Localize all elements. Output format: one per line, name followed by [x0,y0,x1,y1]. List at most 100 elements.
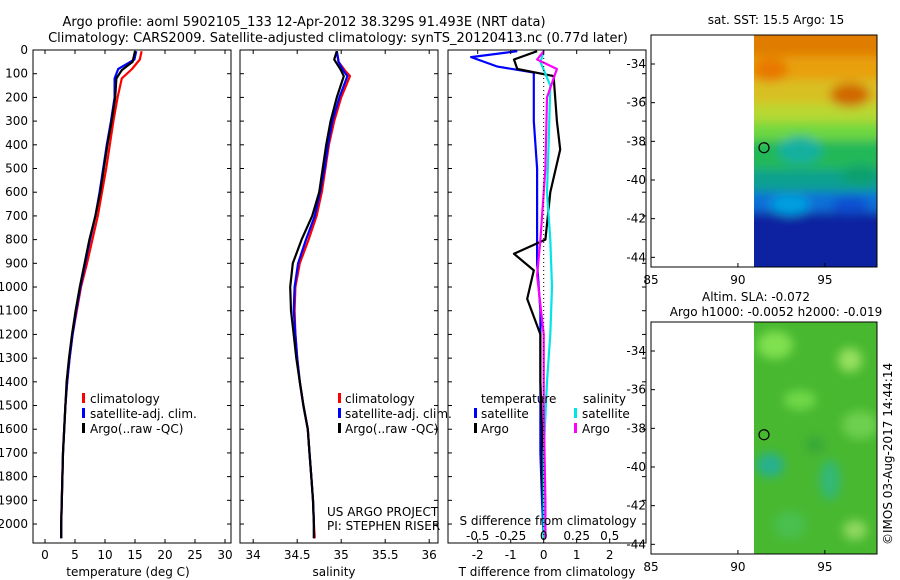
legend-satellite: satellite-adj. clim. [90,407,197,421]
sla-y-tick-label: -38 [626,421,646,435]
sla-y-tick-label: -44 [626,537,646,551]
depth-tick-label: 1400 [0,375,28,389]
sst-y-tick-label: -44 [626,250,646,264]
depth-tick-label: 1000 [0,280,28,294]
depth-tick-label: 1200 [0,327,28,341]
t-difference-axis-label: T difference from climatology [458,565,636,579]
x-tick-label: 15 [127,548,142,562]
depth-tick-label: 2000 [0,517,28,531]
legend-climatology: climatology [345,392,415,406]
sla-argo-marker [758,429,770,441]
x-tick-label: 35 [334,548,349,562]
sla-map-title-2: Argo h1000: -0.0052 h2000: -0.019 [670,305,883,319]
s-difference-tick-label: 0.5 [600,529,619,543]
title-line-2: Climatology: CARS2009. Satellite-adjuste… [48,31,628,46]
depth-tick-label: 700 [5,209,28,223]
x-axes: 0 5 10 15 20 25 30 34 34.5 35 35.5 36 -2 -1 0 1 2 -0.5 -0.… [41,50,619,562]
legend-climatology: climatology [90,392,160,406]
sst-y-tick-label: -40 [626,173,646,187]
sst-y-tick-label: -36 [626,96,646,110]
x-tick-label: -2 [472,548,484,562]
salinity-panel-frame [239,49,439,544]
sst-x-tick-label: 90 [730,273,745,287]
s-difference-tick-label: 0 [540,529,548,543]
x-tick-label: 20 [157,548,172,562]
sla-y-tick-label: -40 [626,460,646,474]
x-tick-label: 0 [41,548,49,562]
sst-heatmap [754,35,877,267]
x-tick-label: 34.5 [284,548,311,562]
sla-map-axes: 85 90 95 -34 -36 -38 -40 -42 -44 [626,344,832,574]
x-tick-label: -1 [505,548,517,562]
sla-y-tick-label: -36 [626,383,646,397]
depth-tick-label: 800 [5,233,28,247]
sst-y-tick-label: -34 [626,57,646,71]
temperature-series-climatology [60,50,143,539]
legend-swatch-satellite [338,408,341,418]
s-difference-axis-label: S difference from climatology [460,514,637,528]
depth-tick-label: 200 [5,90,28,104]
legend-swatch-climatology [82,393,85,403]
salinity-series-climatology [293,51,352,539]
legend-swatch-s-argo [574,423,577,433]
sla-x-tick-label: 95 [817,560,832,574]
difference-series-temperature-argo [512,50,562,539]
legend-swatch-t-satellite [474,408,477,418]
sst-y-tick-label: -42 [626,212,646,226]
x-tick-label: 1 [573,548,581,562]
x-tick-label: 25 [187,548,202,562]
salinity-series-satellite-adj-clim- [292,51,349,539]
imos-credit: ©IMOS 03-Aug-2017 14:44:14 [881,363,895,545]
x-tick-label: 35.5 [372,548,399,562]
sla-x-tick-label: 85 [643,560,658,574]
legend-argo: Argo(..raw -QC) [345,422,438,436]
depth-tick-label: 600 [5,185,28,199]
s-difference-tick-label: 0.25 [563,529,590,543]
difference-series-salinity-satellite [539,50,554,539]
legend-satellite: satellite-adj. clim. [345,407,452,421]
sla-y-tick-label: -34 [626,344,646,358]
sst-map-title: sat. SST: 15.5 Argo: 15 [708,13,845,27]
legend-swatch-climatology [338,393,341,403]
legend-s-satellite: satellite [582,407,630,421]
x-tick-label: 10 [97,548,112,562]
depth-tick-label: 100 [5,67,28,81]
depth-tick-label: 1500 [0,399,28,413]
legend-swatch-argo [82,423,85,433]
temperature-series-satellite-adj-clim- [60,50,138,539]
sla-heatmap [754,322,877,554]
depth-tick-label: 1800 [0,470,28,484]
temperature-panel-frame [32,49,232,544]
depth-tick-label: 1600 [0,422,28,436]
difference-series-temperature-satellite [470,50,545,539]
sla-map-title-1: Altim. SLA: -0.072 [702,290,810,304]
salinity-axis-label: salinity [312,565,355,579]
depth-tick-label: 0 [20,43,28,57]
legend-t-argo: Argo [481,422,509,436]
depth-axis: 0 100 200 300 400 500 600 700 800 900 1000 1100 1200… [0,43,646,531]
difference-panel-frame [447,49,647,544]
sst-x-tick-label: 95 [817,273,832,287]
legend-swatch-satellite [82,408,85,418]
salinity-series-argo-raw-qc- [289,50,345,539]
legend-swatch-argo [338,423,341,433]
legend-header-temperature: temperature [481,392,556,406]
s-difference-tick-label: -0.5 [466,529,489,543]
depth-tick-label: 1300 [0,351,28,365]
x-tick-label: 0 [540,548,548,562]
sst-map-axes: 85 90 95 -34 -36 -38 -40 -42 -44 [626,57,832,287]
profile-lines [60,50,562,539]
legend-swatch-s-satellite [574,408,577,418]
temperature-series-argo-raw-qc- [60,50,137,539]
x-tick-label: 2 [606,548,614,562]
legend-t-satellite: satellite [481,407,529,421]
x-tick-label: 34 [246,548,261,562]
sla-map-frame [650,321,878,555]
depth-tick-label: 500 [5,162,28,176]
depth-tick-label: 300 [5,114,28,128]
title-line-1: Argo profile: aoml 5902105_133 12-Apr-20… [62,15,545,30]
x-tick-label: 36 [422,548,437,562]
temperature-axis-label: temperature (deg C) [66,565,189,579]
project-name: US ARGO PROJECT [327,505,439,519]
